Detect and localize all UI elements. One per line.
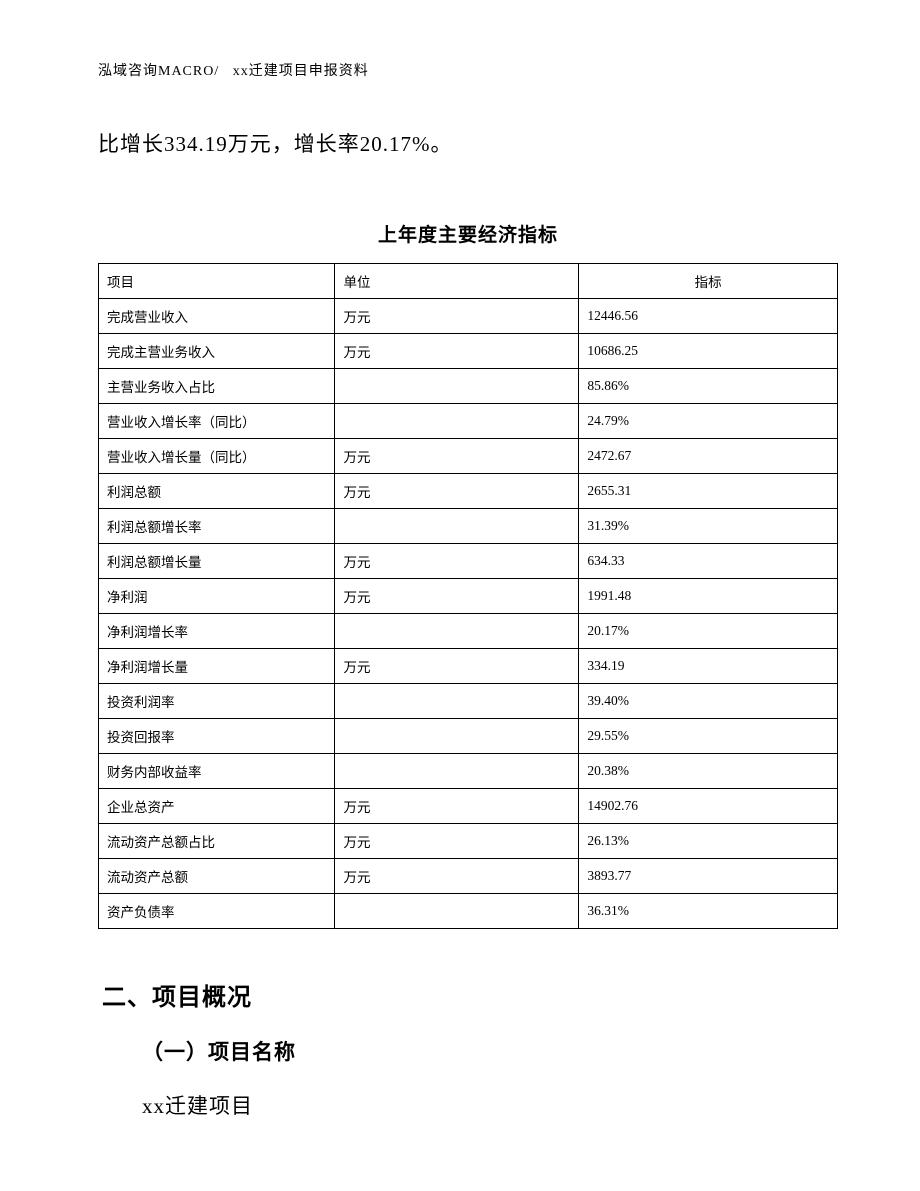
cell-unit: [335, 718, 579, 753]
table-row: 完成主营业务收入万元10686.25: [99, 333, 838, 368]
cell-value: 3893.77: [579, 858, 838, 893]
table-row: 净利润万元1991.48: [99, 578, 838, 613]
table-row: 利润总额增长量万元634.33: [99, 543, 838, 578]
table-row: 主营业务收入占比 85.86%: [99, 368, 838, 403]
table-row: 利润总额增长率 31.39%: [99, 508, 838, 543]
table-row: 投资利润率 39.40%: [99, 683, 838, 718]
table-row: 净利润增长率 20.17%: [99, 613, 838, 648]
table-title: 上年度主要经济指标: [98, 220, 838, 247]
table-body: 完成营业收入万元12446.56 完成主营业务收入万元10686.25 主营业务…: [99, 298, 838, 928]
cell-unit: 万元: [335, 578, 579, 613]
table-header-row: 项目 单位 指标: [99, 263, 838, 298]
cell-unit: [335, 368, 579, 403]
table-row: 营业收入增长率（同比） 24.79%: [99, 403, 838, 438]
cell-value: 2655.31: [579, 473, 838, 508]
table-row: 利润总额万元2655.31: [99, 473, 838, 508]
cell-value: 24.79%: [579, 403, 838, 438]
cell-item: 利润总额: [99, 473, 335, 508]
table-row: 财务内部收益率 20.38%: [99, 753, 838, 788]
cell-item: 营业收入增长率（同比）: [99, 403, 335, 438]
cell-unit: 万元: [335, 333, 579, 368]
header-doc-title: xx迁建项目申报资料: [233, 64, 369, 79]
cell-unit: 万元: [335, 543, 579, 578]
cell-item: 投资利润率: [99, 683, 335, 718]
cell-unit: 万元: [335, 438, 579, 473]
cell-item: 完成营业收入: [99, 298, 335, 333]
cell-item: 完成主营业务收入: [99, 333, 335, 368]
table-header-item: 项目: [99, 263, 335, 298]
cell-item: 投资回报率: [99, 718, 335, 753]
section-title: 二、项目概况: [102, 977, 838, 1012]
cell-item: 企业总资产: [99, 788, 335, 823]
cell-item: 资产负债率: [99, 893, 335, 928]
cell-value: 1991.48: [579, 578, 838, 613]
table-row: 投资回报率 29.55%: [99, 718, 838, 753]
cell-value: 20.38%: [579, 753, 838, 788]
cell-unit: 万元: [335, 473, 579, 508]
cell-unit: [335, 613, 579, 648]
cell-item: 财务内部收益率: [99, 753, 335, 788]
cell-unit: 万元: [335, 298, 579, 333]
cell-value: 29.55%: [579, 718, 838, 753]
table-row: 净利润增长量万元334.19: [99, 648, 838, 683]
table-header-value: 指标: [579, 263, 838, 298]
table-row: 营业收入增长量（同比）万元2472.67: [99, 438, 838, 473]
subsection-title: （一）项目名称: [142, 1036, 838, 1066]
cell-item: 利润总额增长率: [99, 508, 335, 543]
table-row: 企业总资产万元14902.76: [99, 788, 838, 823]
body-paragraph: 比增长334.19万元，增长率20.17%。: [98, 128, 838, 162]
table-header-unit: 单位: [335, 263, 579, 298]
cell-value: 10686.25: [579, 333, 838, 368]
table-row: 资产负债率 36.31%: [99, 893, 838, 928]
cell-item: 主营业务收入占比: [99, 368, 335, 403]
cell-value: 334.19: [579, 648, 838, 683]
cell-unit: [335, 753, 579, 788]
cell-unit: [335, 893, 579, 928]
cell-value: 85.86%: [579, 368, 838, 403]
cell-value: 26.13%: [579, 823, 838, 858]
cell-unit: 万元: [335, 823, 579, 858]
table-row: 流动资产总额占比万元26.13%: [99, 823, 838, 858]
cell-item: 利润总额增长量: [99, 543, 335, 578]
page-header: 泓域咨询MACRO/ xx迁建项目申报资料: [98, 60, 838, 80]
economic-indicators-table: 项目 单位 指标 完成营业收入万元12446.56 完成主营业务收入万元1068…: [98, 263, 838, 929]
cell-value: 20.17%: [579, 613, 838, 648]
cell-value: 14902.76: [579, 788, 838, 823]
cell-value: 634.33: [579, 543, 838, 578]
project-name-text: xx迁建项目: [142, 1090, 838, 1120]
cell-item: 营业收入增长量（同比）: [99, 438, 335, 473]
table-row: 完成营业收入万元12446.56: [99, 298, 838, 333]
cell-value: 2472.67: [579, 438, 838, 473]
cell-unit: [335, 508, 579, 543]
cell-item: 净利润: [99, 578, 335, 613]
cell-unit: [335, 683, 579, 718]
cell-value: 12446.56: [579, 298, 838, 333]
cell-unit: 万元: [335, 858, 579, 893]
cell-item: 流动资产总额占比: [99, 823, 335, 858]
cell-unit: 万元: [335, 648, 579, 683]
cell-value: 39.40%: [579, 683, 838, 718]
cell-value: 36.31%: [579, 893, 838, 928]
cell-item: 净利润增长量: [99, 648, 335, 683]
table-row: 流动资产总额万元3893.77: [99, 858, 838, 893]
header-company: 泓域咨询MACRO/: [98, 64, 219, 79]
cell-item: 净利润增长率: [99, 613, 335, 648]
cell-unit: [335, 403, 579, 438]
cell-item: 流动资产总额: [99, 858, 335, 893]
cell-unit: 万元: [335, 788, 579, 823]
cell-value: 31.39%: [579, 508, 838, 543]
